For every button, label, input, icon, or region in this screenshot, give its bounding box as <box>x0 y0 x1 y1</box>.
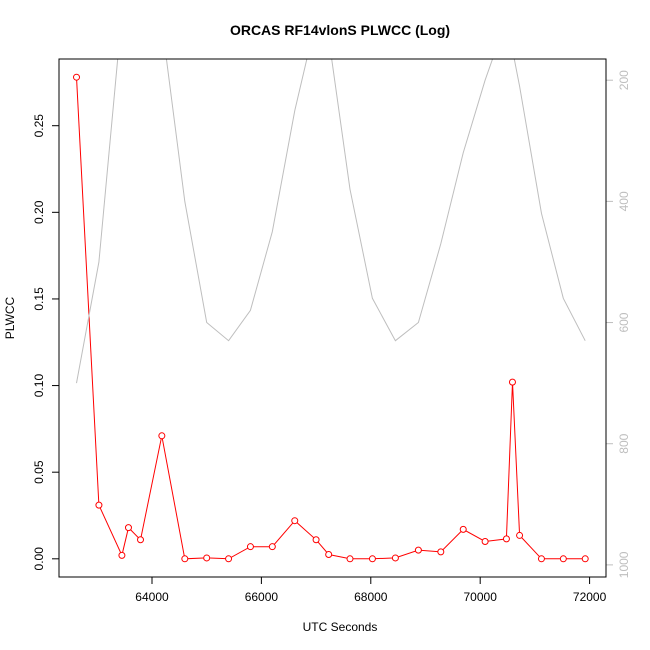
data-point-6 <box>181 555 189 563</box>
y-tick-label: 0.25 <box>32 114 46 138</box>
data-point-5 <box>158 432 166 440</box>
y-axis-label: PLWCC <box>3 296 17 339</box>
right-axis-tick-label: 200 <box>617 70 631 90</box>
data-point-16 <box>391 554 399 562</box>
data-point-1 <box>95 501 103 509</box>
data-point-2 <box>118 551 126 559</box>
x-tick-label: 72000 <box>573 590 607 604</box>
data-point-0 <box>73 73 81 81</box>
y-tick-label: 0.15 <box>32 287 46 311</box>
data-point-14 <box>346 555 354 563</box>
right-axis-series-line <box>76 59 586 384</box>
right-axis: 200 400 600 800 1000 <box>606 70 631 578</box>
data-point-20 <box>481 537 489 545</box>
y-tick-label: 0.00 <box>32 547 46 571</box>
data-point-23 <box>516 531 524 539</box>
data-point-15 <box>368 555 376 563</box>
right-axis-tick-label: 400 <box>617 191 631 211</box>
x-axis: 64000 66000 68000 70000 72000 <box>135 577 607 604</box>
plot-frame <box>58 58 607 578</box>
y-tick-label: 0.20 <box>32 200 46 224</box>
plwcc-series-line <box>76 77 586 560</box>
data-point-18 <box>437 548 445 556</box>
data-point-24 <box>537 555 545 563</box>
x-tick-label: 64000 <box>135 590 169 604</box>
right-axis-tick-label: 1000 <box>617 551 631 578</box>
x-tick-label: 66000 <box>245 590 279 604</box>
x-tick-label: 68000 <box>354 590 388 604</box>
data-point-7 <box>203 554 211 562</box>
data-point-10 <box>268 543 276 551</box>
data-point-21 <box>502 535 510 543</box>
x-tick-label: 70000 <box>464 590 498 604</box>
y-axis: 0.00 0.05 0.10 0.15 0.20 0.25 <box>32 114 59 571</box>
data-point-13 <box>325 550 333 558</box>
data-point-25 <box>559 555 567 563</box>
y-tick-label: 0.10 <box>32 374 46 398</box>
chart-title: ORCAS RF14vlonS PLWCC (Log) <box>230 22 450 38</box>
data-point-22 <box>508 378 516 386</box>
data-point-3 <box>124 524 132 532</box>
right-axis-tick-label: 800 <box>617 433 631 453</box>
y-tick-label: 0.05 <box>32 460 46 484</box>
data-point-12 <box>312 536 320 544</box>
data-point-8 <box>225 555 233 563</box>
data-point-9 <box>246 543 254 551</box>
data-point-19 <box>459 525 467 533</box>
data-point-17 <box>414 546 422 554</box>
data-point-4 <box>137 536 145 544</box>
right-axis-tick-label: 600 <box>617 312 631 332</box>
data-point-26 <box>581 555 589 563</box>
data-point-11 <box>291 517 299 525</box>
plot-lines <box>73 59 589 563</box>
x-axis-label: UTC Seconds <box>303 620 378 634</box>
